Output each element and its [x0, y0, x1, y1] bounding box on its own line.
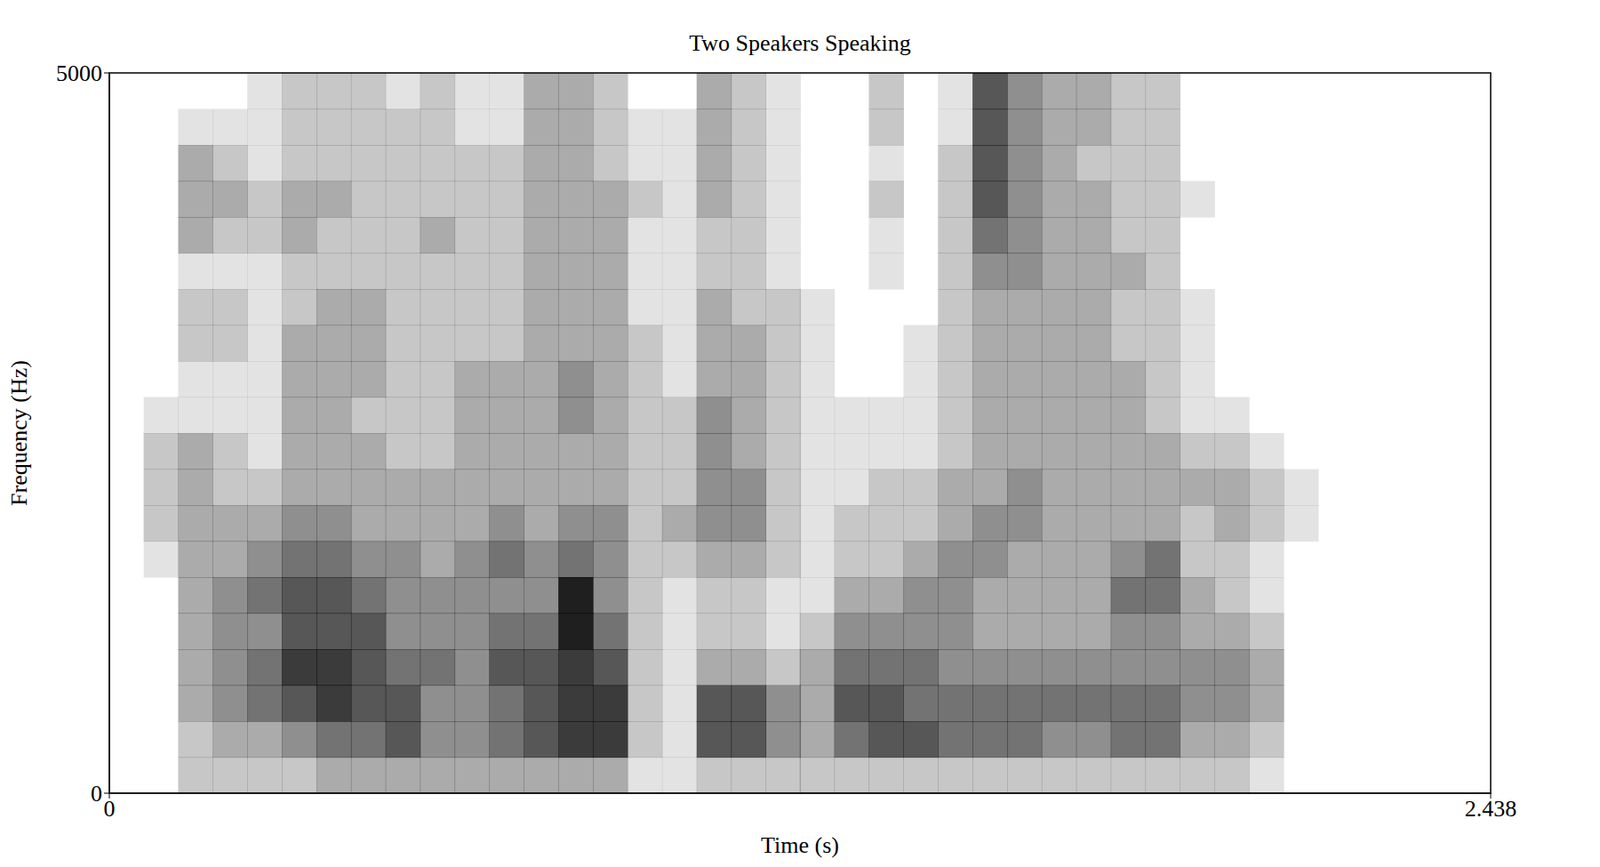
html-text:Two Speakers Speaking: Two Speakers Speaking	[689, 30, 911, 56]
html-text:Time (s): Time (s)	[760, 832, 840, 858]
html-text:Frequency (Hz): Frequency (Hz)	[6, 360, 32, 506]
svg-text:0: 0	[104, 795, 116, 822]
svg-text:5000: 5000	[56, 60, 103, 87]
svg-text:0: 0	[90, 780, 103, 807]
svg-text:2.438: 2.438	[1464, 795, 1518, 822]
